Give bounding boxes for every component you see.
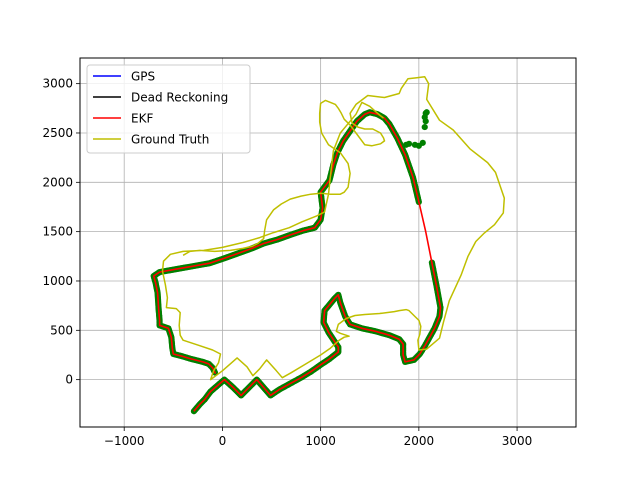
legend: GPS Dead Reckoning EKF Ground Truth	[86, 64, 251, 154]
y-tick-label: 500	[50, 323, 73, 337]
legend-label: GPS	[131, 70, 155, 84]
legend-label: Ground Truth	[131, 133, 209, 147]
gps-point	[405, 140, 413, 147]
ground-truth-line	[161, 75, 506, 381]
legend-label: Dead Reckoning	[131, 91, 228, 105]
plot-series	[150, 75, 506, 415]
y-tick-label: 3000	[42, 77, 73, 91]
y-tick-label: 2000	[42, 175, 73, 189]
y-tick-label: 1500	[42, 225, 73, 239]
y-tick-label: 0	[65, 373, 73, 387]
y-tick-label: 2500	[42, 126, 73, 140]
plot-area-frame	[79, 57, 577, 428]
x-tick-label: 2000	[404, 434, 435, 448]
gps-point	[419, 139, 426, 146]
gps-point	[423, 109, 430, 116]
x-tick-label: 3000	[502, 434, 533, 448]
x-tick-label: −1000	[104, 434, 145, 448]
legend-label: EKF	[131, 112, 153, 126]
y-tick-label: 1000	[42, 274, 73, 288]
x-tick-label: 1000	[305, 434, 336, 448]
gps-point	[421, 123, 428, 131]
x-tick-label: 0	[219, 434, 227, 448]
axes: −1000 0 1000 2000 3000 0 500 1000 1500 2000 2500 30…	[42, 77, 532, 448]
legend-box	[86, 64, 251, 154]
ekf-line	[152, 111, 442, 412]
